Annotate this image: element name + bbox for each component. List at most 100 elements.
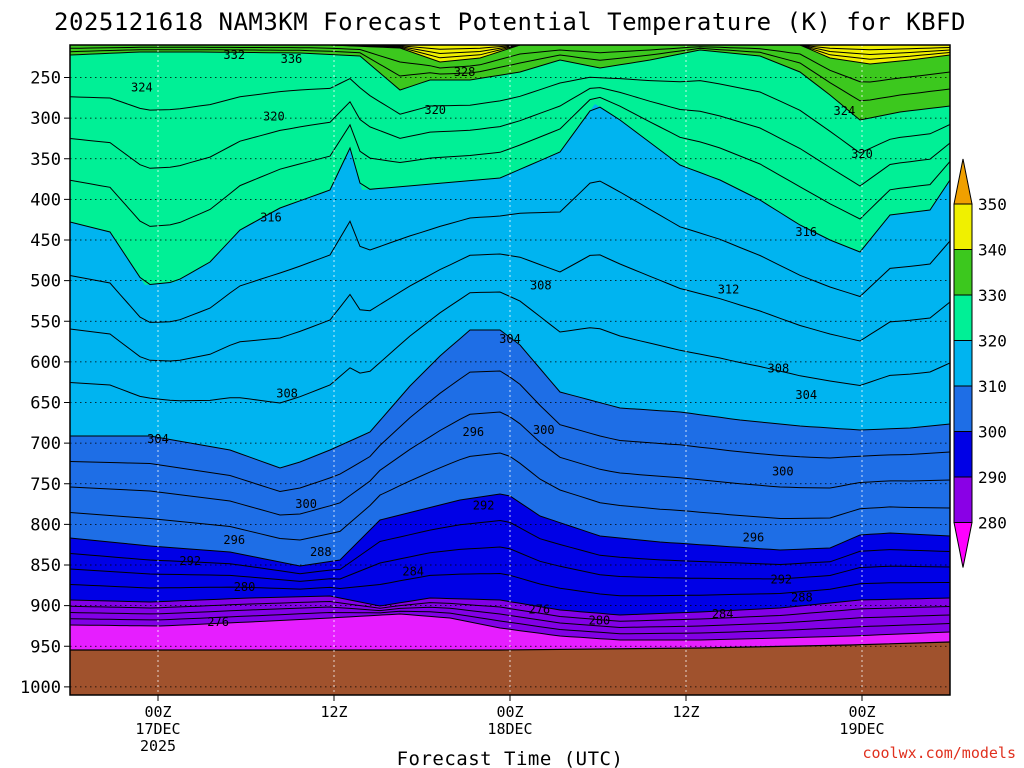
contour-label: 292: [179, 554, 201, 568]
ground-line: [70, 641, 950, 651]
contour-label: 304: [147, 432, 169, 446]
contour-label: 324: [131, 80, 153, 94]
x-tick-label: 17DEC: [135, 720, 180, 738]
contour-label: 304: [499, 332, 521, 346]
y-tick-label: 600: [30, 353, 61, 373]
contour-label: 300: [772, 465, 794, 479]
colorbar-label: 350: [978, 195, 1007, 214]
contour-line: [70, 96, 950, 227]
y-tick-label: 400: [30, 190, 61, 210]
colorbar-segment: [953, 249, 973, 296]
y-axis-pressure: 250 300 350 400 450 500 550 600 650 700 750 800 850 9…: [20, 69, 70, 698]
colorbar-label: 300: [978, 423, 1007, 442]
y-tick-label: 900: [30, 597, 61, 617]
colorbar-label: 280: [978, 514, 1007, 533]
contour-label: 288: [310, 545, 332, 559]
contour-label: 288: [791, 591, 813, 605]
contour-line: [70, 370, 950, 493]
contour-label: 308: [276, 387, 298, 401]
contour-label: 292: [770, 573, 792, 587]
x-tick-label: 12Z: [672, 703, 699, 721]
colorbar-segment-under: [953, 522, 973, 568]
contour-line: [70, 106, 950, 286]
y-tick-label: 700: [30, 434, 61, 454]
contour-line: [70, 180, 950, 323]
credit-text: coolwx.com/models: [862, 744, 1016, 762]
x-tick-label: 18DEC: [487, 720, 532, 738]
contour-label: 304: [795, 388, 817, 402]
contour-label: 320: [263, 110, 285, 124]
colorbar-segment: [953, 294, 973, 341]
contour-label: 332: [223, 48, 245, 62]
x-tick-label: 00Z: [144, 703, 171, 721]
y-tick-label: 750: [30, 475, 61, 495]
contour-label: 300: [295, 497, 317, 511]
colorbar-label: 290: [978, 468, 1007, 487]
contour-label: 276: [528, 603, 550, 617]
y-tick-label: 950: [30, 637, 61, 657]
contour-label: 280: [589, 613, 611, 627]
contour-line: [70, 613, 950, 641]
y-tick-label: 1000: [20, 678, 61, 698]
contour-label: 316: [260, 210, 282, 224]
y-tick-label: 800: [30, 515, 61, 535]
colorbar-segment: [953, 203, 973, 250]
contour-line: [70, 610, 950, 635]
colorbar-segment: [953, 340, 973, 387]
contour-label: 300: [533, 423, 555, 437]
contour-label: 296: [462, 425, 484, 439]
contour-label: 320: [424, 103, 446, 117]
colorbar-label: 310: [978, 377, 1007, 396]
colorbar-segment: [953, 431, 973, 478]
contour-labels: 332 336 328 324 324 320 320 320 316 316 312 308 308 3…: [131, 48, 873, 629]
contour-label: 308: [530, 279, 552, 293]
contour-label: 320: [851, 147, 873, 161]
y-tick-label: 350: [30, 150, 61, 170]
y-tick-label: 450: [30, 231, 61, 251]
contour-line: [70, 600, 950, 622]
contour-label: 284: [712, 607, 734, 621]
chart-title: 2025121618 NAM3KM Forecast Potential Tem…: [54, 8, 966, 36]
contour-label: 280: [234, 580, 256, 594]
grid-lines: [70, 45, 950, 695]
x-tick-label: 00Z: [848, 703, 875, 721]
y-tick-label: 850: [30, 556, 61, 576]
contour-label: 336: [281, 52, 303, 66]
contour-label: 316: [795, 225, 817, 239]
x-axis-label: Forecast Time (UTC): [397, 748, 624, 768]
contour-label: 324: [834, 104, 856, 118]
y-tick-label: 500: [30, 272, 61, 292]
colorbar-label: 330: [978, 286, 1007, 305]
contour-label: 312: [718, 283, 740, 297]
contour-label: 328: [454, 65, 476, 79]
contour-line: [70, 87, 950, 187]
colorbar-segment: [953, 476, 973, 523]
contour-label: 284: [402, 565, 424, 579]
ground-fill: [70, 642, 950, 695]
colorbar-label: 320: [978, 332, 1007, 351]
y-tick-label: 250: [30, 69, 61, 89]
contour-line: [70, 76, 950, 154]
x-tick-label: 2025: [140, 737, 176, 755]
contour-label: 276: [207, 615, 229, 629]
colorbar-legend: 280 290 300 310 320 330 340 350: [953, 158, 1007, 568]
contour-line: [70, 49, 950, 121]
contour-label: 296: [743, 530, 765, 544]
x-tick-label: 19DEC: [839, 720, 884, 738]
y-tick-label: 300: [30, 109, 61, 129]
y-tick-label: 550: [30, 312, 61, 332]
y-tick-label: 650: [30, 394, 61, 414]
contour-label: 296: [223, 533, 245, 547]
contour-line: [70, 329, 950, 469]
colorbar-label: 340: [978, 241, 1007, 260]
colorbar-segment: [953, 385, 973, 432]
contour-line: [70, 45, 950, 60]
x-tick-label: 00Z: [496, 703, 523, 721]
contour-label: 308: [768, 361, 790, 375]
contour-line: [70, 519, 950, 575]
contour-label: 292: [473, 499, 495, 513]
x-tick-label: 12Z: [320, 703, 347, 721]
colorbar-segment-over: [953, 158, 973, 205]
